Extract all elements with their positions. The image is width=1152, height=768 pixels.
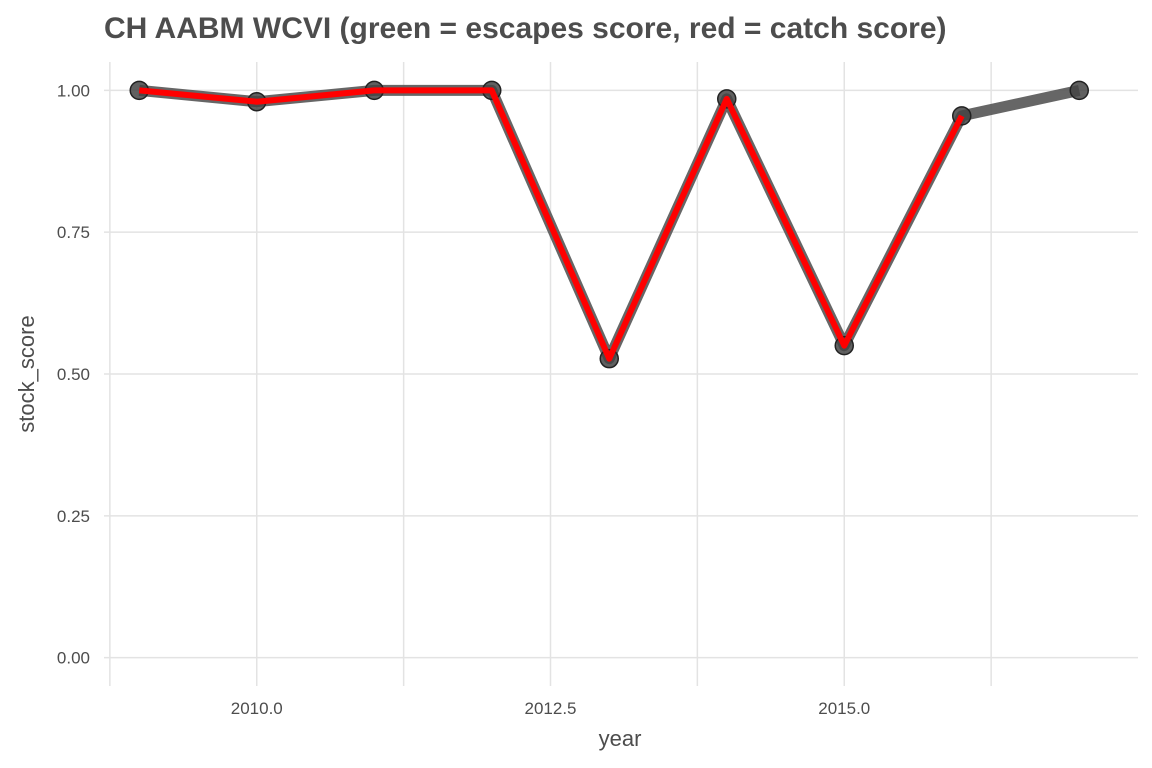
series-line-catch-score xyxy=(138,87,965,362)
y-tick-label: 0.00 xyxy=(57,649,90,668)
chart-title: CH AABM WCVI (green = escapes score, red… xyxy=(104,12,947,45)
x-tick-label: 2010.0 xyxy=(231,699,283,718)
x-tick-label: 2012.5 xyxy=(525,699,577,718)
y-axis-label: stock_score xyxy=(14,315,39,432)
data-point xyxy=(1069,80,1089,101)
x-tick-label: 2015.0 xyxy=(818,699,870,718)
y-tick-label: 0.25 xyxy=(57,507,90,526)
y-tick-label: 1.00 xyxy=(57,81,90,100)
y-tick-label: 0.50 xyxy=(57,365,90,384)
series-line-stock-score xyxy=(138,84,1081,365)
series-layer xyxy=(129,80,1089,369)
y-tick-label: 0.75 xyxy=(57,223,90,242)
y-axis-ticks: 0.00 0.25 0.50 0.75 1.00 xyxy=(57,81,90,667)
x-axis-label: year xyxy=(599,726,642,751)
grid xyxy=(104,62,1138,686)
x-axis-ticks: 2010.0 2012.5 2015.0 xyxy=(231,699,871,718)
